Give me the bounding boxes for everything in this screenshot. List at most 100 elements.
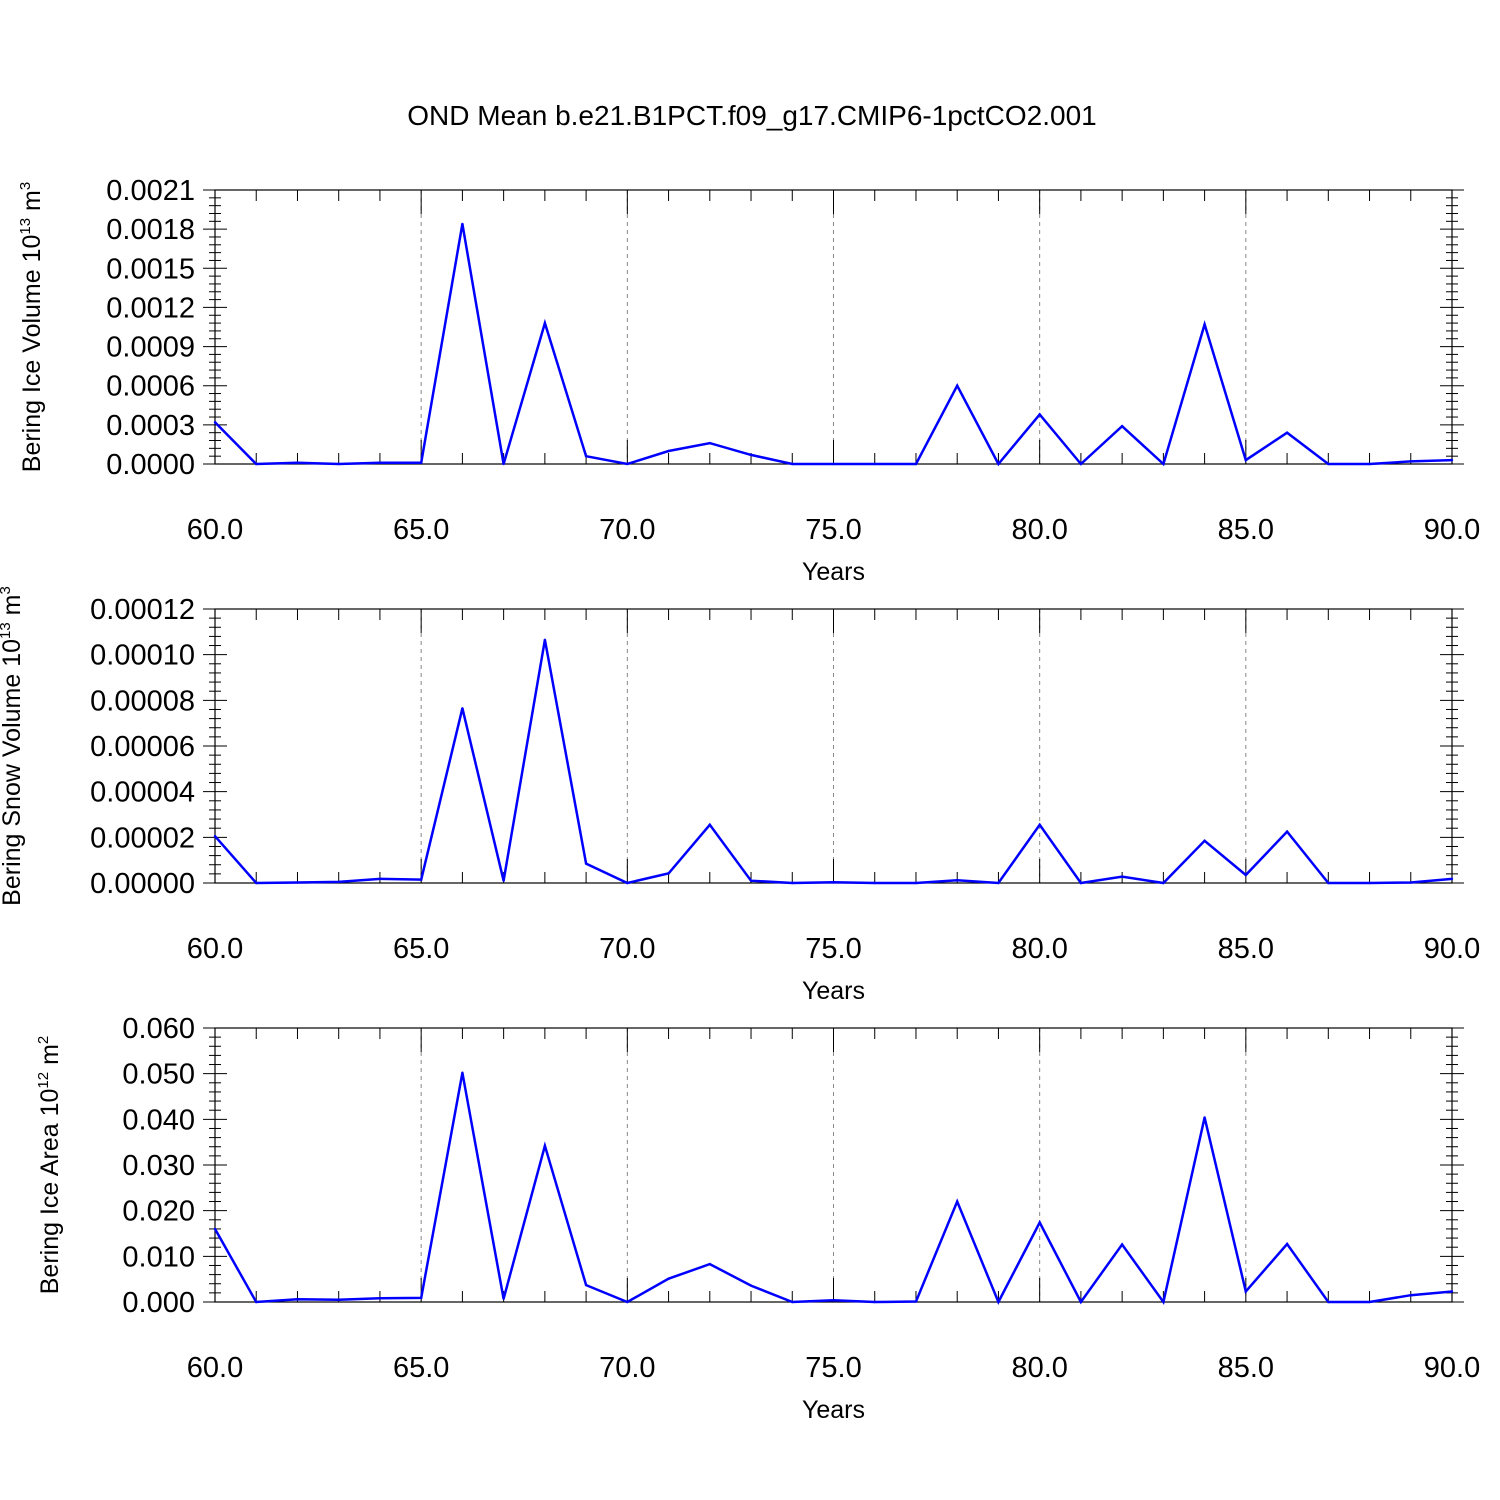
data-point (997, 881, 1000, 885)
data-point (337, 462, 340, 466)
data-point (832, 462, 835, 466)
data-point (1079, 462, 1083, 466)
y-tick-label: 0.0003 (106, 410, 195, 442)
data-point (1162, 462, 1165, 466)
data-point (1244, 873, 1248, 877)
data-point (1285, 830, 1289, 833)
y-tick-label: 0.0012 (106, 292, 195, 324)
data-point (337, 1298, 340, 1301)
data-point (296, 881, 299, 884)
data-point (914, 462, 918, 466)
data-point (543, 638, 547, 642)
data-point (1450, 1290, 1454, 1293)
data-point (584, 862, 588, 865)
data-point (584, 454, 588, 458)
y-tick-label: 0.0006 (106, 371, 195, 403)
data-point (749, 1284, 753, 1287)
y-tick-label: 0.0021 (106, 175, 195, 207)
x-axis-label: Years (802, 1396, 865, 1424)
x-tick-label: 75.0 (805, 514, 861, 546)
data-point (543, 1144, 547, 1148)
data-point (749, 879, 753, 882)
data-point (1038, 413, 1041, 416)
data-point (626, 1300, 629, 1304)
y-axis-label-text: Bering Snow Volume 10 (0, 639, 26, 906)
data-point (626, 462, 629, 466)
chart-panel-2: 0.00000 0.00002 0.00004 0.00006 0.00008 0.000… (0, 586, 1480, 1005)
x-tick-label: 75.0 (805, 1352, 861, 1384)
y-tick-label: 0.020 (122, 1196, 195, 1228)
data-point (708, 823, 711, 826)
y-axis-label-exponent: 13 (17, 218, 34, 235)
data-point (1409, 460, 1412, 463)
x-tick-label: 70.0 (599, 933, 655, 965)
y-axis-label-unit-exponent: 2 (35, 1036, 52, 1044)
data-point (502, 1297, 505, 1301)
data-point (997, 462, 1000, 466)
data-point (378, 1297, 382, 1300)
x-tick-label: 80.0 (1011, 1352, 1067, 1384)
y-tick-label: 0.00006 (90, 731, 195, 763)
data-point (667, 449, 670, 453)
data-point (255, 881, 258, 885)
x-tick-label: 85.0 (1218, 1352, 1274, 1384)
data-point (461, 1071, 464, 1074)
data-point (1450, 877, 1454, 881)
data-point (1203, 1116, 1206, 1119)
data-point (1409, 881, 1412, 884)
data-point (873, 1300, 876, 1304)
y-axis-label-unit: m (18, 190, 46, 218)
data-point (213, 421, 217, 424)
data-point (213, 834, 217, 838)
data-point (296, 461, 299, 464)
data-point (461, 222, 464, 226)
x-tick-label: 60.0 (187, 514, 243, 546)
y-axis-label-exponent: 13 (0, 622, 14, 639)
y-tick-label: 0.000 (122, 1287, 195, 1319)
y-tick-label: 0.00012 (90, 594, 195, 626)
x-tick-label: 65.0 (393, 514, 449, 546)
data-point (1162, 1300, 1165, 1304)
y-tick-label: 0.050 (122, 1059, 195, 1091)
data-point (1079, 881, 1083, 885)
data-point (255, 462, 258, 466)
data-point (502, 879, 505, 882)
y-tick-label: 0.0015 (106, 253, 195, 285)
data-point (543, 321, 547, 325)
y-tick-label: 0.00004 (90, 777, 195, 809)
data-point (1162, 881, 1165, 885)
y-axis-label-unit: m (0, 595, 26, 623)
data-point (914, 1300, 918, 1303)
data-point (1327, 1300, 1330, 1304)
data-point (1285, 1242, 1289, 1246)
x-tick-label: 60.0 (187, 933, 243, 965)
x-tick-label: 65.0 (393, 933, 449, 965)
y-tick-label: 0.0000 (106, 449, 195, 481)
data-point (956, 1200, 959, 1203)
x-tick-label: 80.0 (1011, 933, 1067, 965)
data-point (832, 1298, 835, 1302)
data-point (378, 877, 382, 881)
data-point (1327, 462, 1330, 466)
x-tick-label: 90.0 (1424, 1352, 1480, 1384)
y-axis-label-exponent: 12 (35, 1072, 52, 1089)
data-point (502, 462, 505, 466)
data-point (461, 707, 464, 710)
y-axis-label-unit-exponent: 3 (17, 182, 34, 190)
y-axis-label: Bering Snow Volume 1013 m3 (0, 586, 26, 906)
chart-panel-1: 0.0000 0.0003 0.0006 0.0009 0.0012 0.0015 0.00… (17, 175, 1480, 586)
x-tick-label: 70.0 (599, 1352, 655, 1384)
data-point (791, 1300, 794, 1304)
data-point (378, 461, 382, 464)
data-point (791, 881, 794, 885)
y-axis-label-unit: m (36, 1044, 64, 1072)
x-tick-label: 85.0 (1218, 933, 1274, 965)
x-tick-label: 65.0 (393, 1352, 449, 1384)
data-point (1038, 823, 1041, 826)
data-point (1244, 458, 1248, 462)
y-tick-label: 0.010 (122, 1241, 195, 1273)
x-tick-label: 90.0 (1424, 514, 1480, 546)
data-point (337, 880, 340, 884)
chart-panel-3: 0.000 0.010 0.020 0.030 0.040 0.050 0.060 60.0 6… (35, 1013, 1480, 1424)
